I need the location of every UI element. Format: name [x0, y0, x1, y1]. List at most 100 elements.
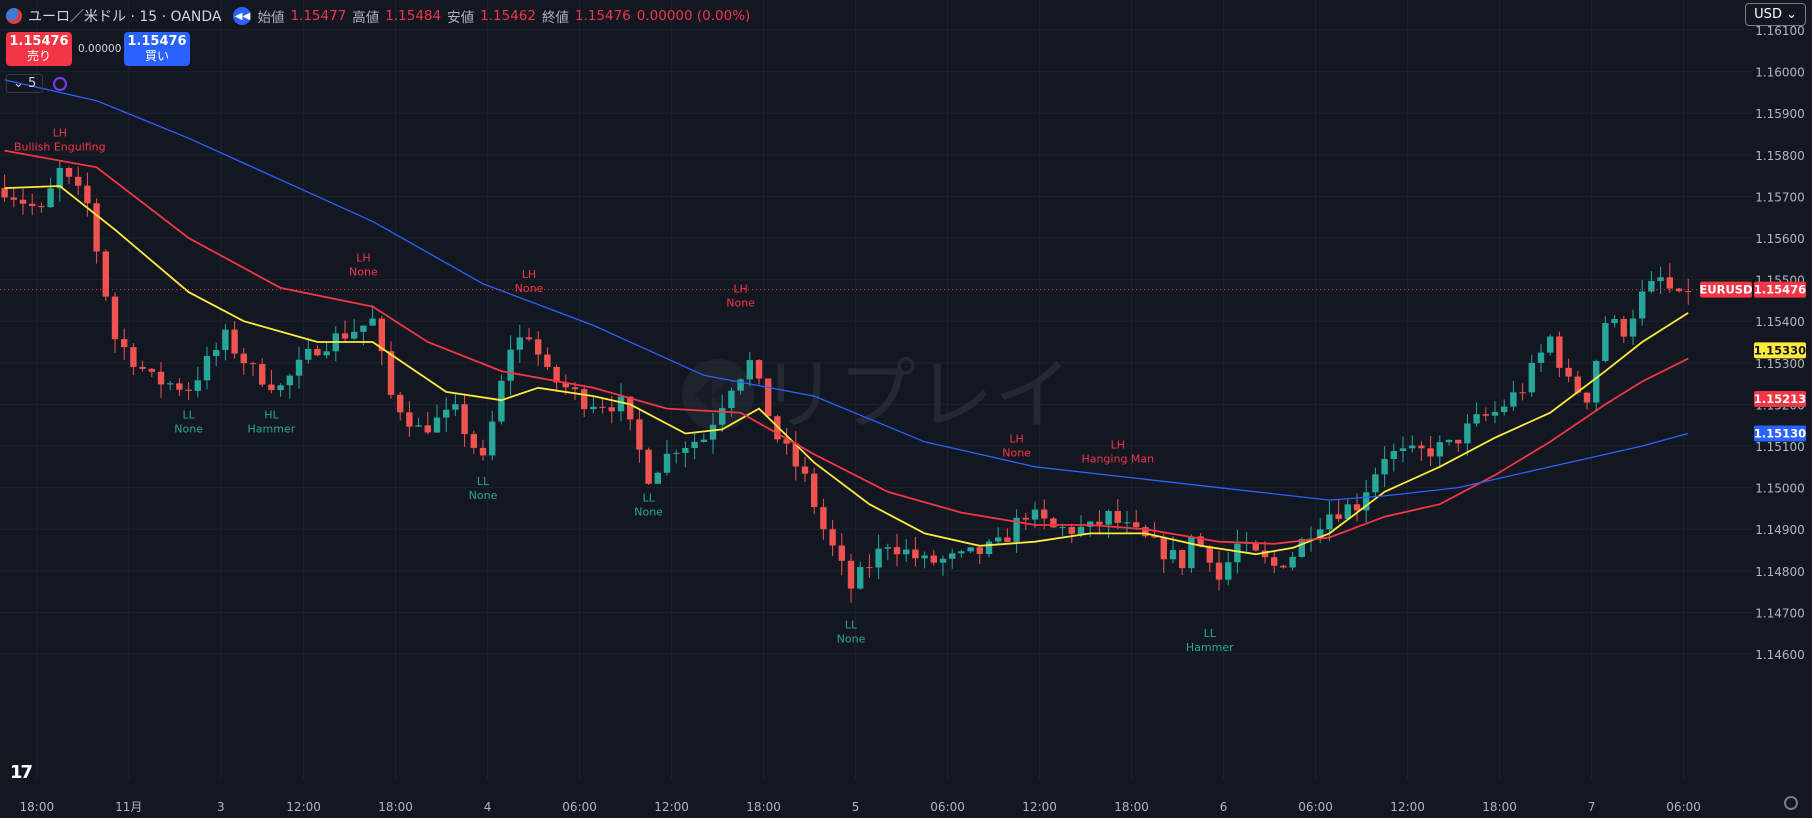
open-label: 始値 — [257, 10, 285, 26]
buy-price: 1.15476 — [127, 34, 187, 49]
candle-body — [783, 439, 790, 444]
candle-body — [1179, 550, 1186, 569]
x-tick-label: 18:00 — [1482, 800, 1517, 814]
x-tick-label: 06:00 — [1666, 800, 1701, 814]
candle-body — [148, 368, 155, 372]
candle-body — [424, 425, 431, 433]
candle-body — [553, 366, 560, 383]
chart-grid — [0, 0, 1752, 780]
tradingview-logo[interactable]: 17 — [10, 762, 33, 783]
candle-body — [939, 558, 947, 563]
replay-icon[interactable]: ◀◀ — [233, 7, 252, 25]
price-label-text: 1.15476 — [1754, 283, 1806, 297]
candle-body — [157, 371, 165, 385]
swing-label: HL — [264, 408, 279, 421]
chevron-down-icon: ⌄ — [1786, 7, 1797, 22]
candle-body — [976, 547, 983, 555]
high-value: 1.15484 — [385, 8, 442, 24]
swing-label: LH — [733, 283, 747, 296]
candle-body — [240, 353, 247, 364]
candle-body — [893, 547, 901, 555]
pattern-label: None — [515, 282, 544, 295]
candle-body — [1685, 291, 1692, 293]
candle-body — [829, 529, 836, 546]
candle-body — [295, 359, 303, 376]
x-tick-label: 18:00 — [20, 800, 55, 814]
pattern-label: None — [634, 506, 663, 519]
candle-body — [709, 424, 717, 440]
indicator-count: 5 — [28, 76, 37, 91]
swing-label: LL — [1204, 627, 1217, 640]
candle-body — [139, 366, 146, 369]
candle-body — [1455, 439, 1462, 444]
y-tick-label: 1.15000 — [1755, 482, 1805, 496]
candle-body — [1326, 514, 1333, 530]
buy-button[interactable]: 1.15476 買い — [124, 32, 190, 66]
candle-body — [719, 408, 726, 425]
symbol-title[interactable]: ユーロ／米ドル · 15 · OANDA — [28, 9, 222, 25]
x-tick-label: 5 — [852, 800, 860, 814]
candle-body — [1335, 514, 1342, 519]
price-axis: 1.16100 1.16000 1.15900 1.15800 1.15700 1.156… — [1755, 24, 1805, 662]
high-label: 高値 — [352, 10, 380, 26]
candle-body — [645, 449, 652, 484]
candle-body — [590, 406, 597, 410]
candle-body — [194, 380, 201, 391]
candle-body — [1344, 504, 1351, 519]
candle-body — [792, 443, 799, 467]
pattern-label: Bullish Engulfing — [14, 141, 106, 154]
candle-body — [1602, 323, 1609, 361]
candle-body — [1372, 474, 1379, 493]
buy-label: 買い — [144, 49, 169, 63]
candle-body — [1050, 518, 1057, 528]
settings-gear-icon[interactable] — [1784, 796, 1798, 810]
candle-body — [1593, 360, 1600, 403]
candle-body — [654, 472, 661, 484]
price-label-box — [1754, 342, 1806, 359]
candle-body — [1234, 543, 1241, 563]
indicators-toggle[interactable]: ⌄ 5 — [6, 74, 44, 93]
candle-body — [1445, 439, 1453, 443]
swing-label: LH — [522, 268, 536, 281]
candle-body — [1031, 509, 1039, 520]
candle-body — [1427, 448, 1434, 457]
candle-body — [1574, 376, 1581, 393]
swing-label: LL — [642, 492, 655, 505]
candle-body — [1123, 522, 1131, 524]
candle-body — [1473, 414, 1480, 424]
x-tick-label: 3 — [217, 800, 225, 814]
candle-body — [1289, 556, 1296, 568]
candle-body — [663, 453, 671, 473]
currency-select[interactable]: USD ⌄ — [1745, 3, 1806, 26]
candle-body — [930, 555, 937, 563]
candle-body — [1629, 318, 1637, 337]
eurusd-flag-icon — [6, 8, 22, 24]
candle-body — [1418, 445, 1425, 449]
replay-watermark-text: リプレイ — [760, 351, 1072, 441]
candle-body — [1556, 336, 1563, 368]
sync-icon[interactable] — [53, 76, 68, 91]
candle-body — [599, 406, 606, 408]
candle-body — [433, 417, 441, 433]
candle-body — [360, 325, 367, 332]
pattern-label: None — [469, 489, 498, 502]
x-tick-label: 6 — [1220, 800, 1228, 814]
sell-button[interactable]: 1.15476 売り — [6, 32, 72, 66]
candle-body — [985, 541, 993, 555]
ma-line — [4, 149, 1689, 545]
candle-body — [286, 375, 293, 386]
x-tick-label: 18:00 — [378, 800, 413, 814]
open-value: 1.15477 — [290, 8, 347, 24]
candle-body — [1280, 565, 1287, 568]
candle-body — [1620, 318, 1627, 337]
candle-body — [728, 390, 735, 409]
candle-body — [38, 205, 45, 208]
candle-body — [470, 434, 477, 448]
swing-label: LH — [356, 251, 370, 264]
candle-body — [1114, 511, 1121, 523]
candle-body — [1436, 442, 1443, 457]
candle-body — [1547, 336, 1554, 353]
candle-body — [581, 389, 588, 410]
candles — [1, 161, 1692, 603]
